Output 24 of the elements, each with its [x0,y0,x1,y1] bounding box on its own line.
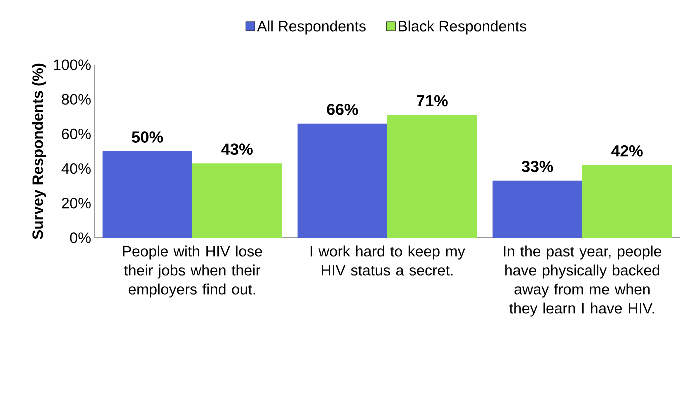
bar [492,180,582,238]
x-tick-label: In the past year, people have physically backed away from me when they learn I have HIV. [504,246,662,317]
x-tick-label: People with HIV lose their jobs when their employers find out. [123,246,262,298]
data-label: 50% [132,132,164,143]
x-tick-label: I work hard to keep my HIV status a secret. [310,246,466,276]
data-label: 33% [522,161,554,172]
data-label: 42% [612,146,643,157]
legend-label: All Respondents [257,20,366,35]
data-label: 71% [417,95,448,107]
y-tick-label: 0% [70,232,91,244]
y-tick-label: 20% [62,198,91,209]
bar [388,115,478,238]
bar [582,165,672,238]
y-tick-label: 60% [62,128,91,140]
bar [192,164,282,238]
y-tick-label: 100% [54,60,91,70]
data-label: 66% [327,104,358,116]
bar [298,124,388,238]
legend-label: Black Respondents [399,20,527,35]
bar [102,152,192,238]
y-tick-label: 40% [62,163,91,174]
y-axis-title: Survey Respondents (%) [32,64,46,240]
y-tick-label: 80% [62,94,91,105]
data-label: 43% [222,144,253,156]
